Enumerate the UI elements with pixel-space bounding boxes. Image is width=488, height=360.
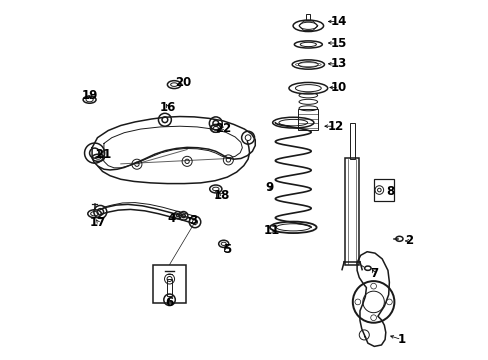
Text: 13: 13: [330, 57, 346, 70]
Text: 3: 3: [189, 214, 197, 227]
Text: 4: 4: [167, 212, 175, 225]
Text: 21: 21: [95, 148, 111, 161]
Text: 1: 1: [397, 333, 405, 346]
Bar: [344, 158, 359, 265]
Bar: [153, 265, 185, 303]
Bar: [298, 109, 318, 130]
Bar: [305, 14, 310, 20]
Text: 17: 17: [90, 216, 106, 229]
Text: 12: 12: [327, 120, 343, 133]
Text: 2: 2: [404, 234, 412, 247]
Text: 14: 14: [329, 15, 346, 28]
Text: 19: 19: [82, 89, 98, 102]
Text: 6: 6: [165, 296, 173, 309]
Text: 15: 15: [329, 36, 346, 50]
Text: 20: 20: [174, 76, 190, 89]
Text: 16: 16: [159, 101, 176, 114]
Text: 7: 7: [369, 267, 378, 280]
Text: 11: 11: [263, 224, 279, 238]
Text: 10: 10: [330, 81, 346, 94]
Bar: [373, 179, 394, 201]
Text: 8: 8: [385, 185, 393, 198]
Bar: [349, 123, 354, 159]
Text: 5: 5: [223, 243, 231, 256]
Bar: [166, 279, 172, 296]
Text: 22: 22: [214, 122, 231, 135]
Text: 18: 18: [214, 189, 230, 202]
Text: 9: 9: [265, 181, 273, 194]
